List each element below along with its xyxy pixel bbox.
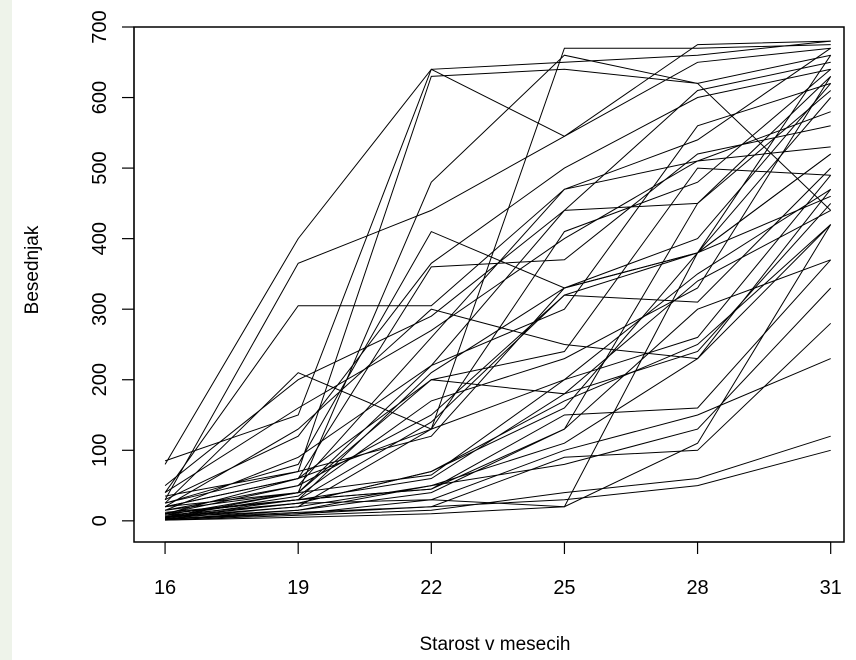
y-tick-label: 500 [89,151,111,184]
series-line-40 [165,188,831,516]
series-line-31 [165,358,831,520]
series-line-34 [165,224,832,521]
x-tick-label: 28 [686,577,708,599]
series-line-9 [164,54,832,504]
series-line-13 [165,83,832,515]
y-tick-label: 200 [89,363,111,396]
series-line-8 [164,68,831,501]
y-tick-label: 400 [89,222,111,255]
y-tick-label: 700 [89,10,111,43]
y-tick-label: 100 [89,434,111,467]
series-line-14 [164,111,831,494]
y-tick-label: 300 [89,293,111,326]
series-line-38 [164,209,831,508]
series-line-21 [164,167,832,515]
y-tick-label: 0 [89,515,111,526]
x-tick-label: 25 [553,577,575,599]
x-tick-label: 31 [820,577,842,599]
series-line-10 [164,61,831,486]
series-line-25 [165,174,832,518]
series-line-19 [165,167,831,518]
series-line-7 [165,54,832,508]
series-line-1 [164,40,831,465]
series-line-6 [165,54,831,497]
series-line-5 [164,47,831,462]
series-line-36 [165,76,832,518]
series-line-37 [164,82,831,511]
series-line-15 [164,68,832,515]
series-line-4 [164,44,831,504]
series-line-3 [164,47,831,493]
series-line-39 [165,90,832,515]
series-line-32 [165,435,831,521]
series-line-22 [165,195,831,516]
series-line-16 [165,153,831,518]
y-axis-title: Besednjak [22,225,43,314]
x-axis: 16 19 22 25 28 31 [154,541,842,599]
series-line-2 [164,40,831,500]
series-lines [164,40,832,521]
series-line-17 [164,97,832,504]
series-line-35 [165,153,831,519]
series-line-26 [165,224,832,520]
y-tick-label: 600 [89,81,111,114]
x-axis-title: Starost v mesecih [420,634,571,655]
x-tick-label: 22 [420,577,442,599]
series-line-12 [165,76,832,511]
x-tick-label: 19 [287,577,309,599]
x-tick-label: 16 [154,577,176,599]
series-line-18 [165,146,831,511]
series-line-20 [164,188,832,508]
page-edge [0,0,12,660]
y-axis: 0 100 200 300 400 500 600 700 [89,10,135,526]
